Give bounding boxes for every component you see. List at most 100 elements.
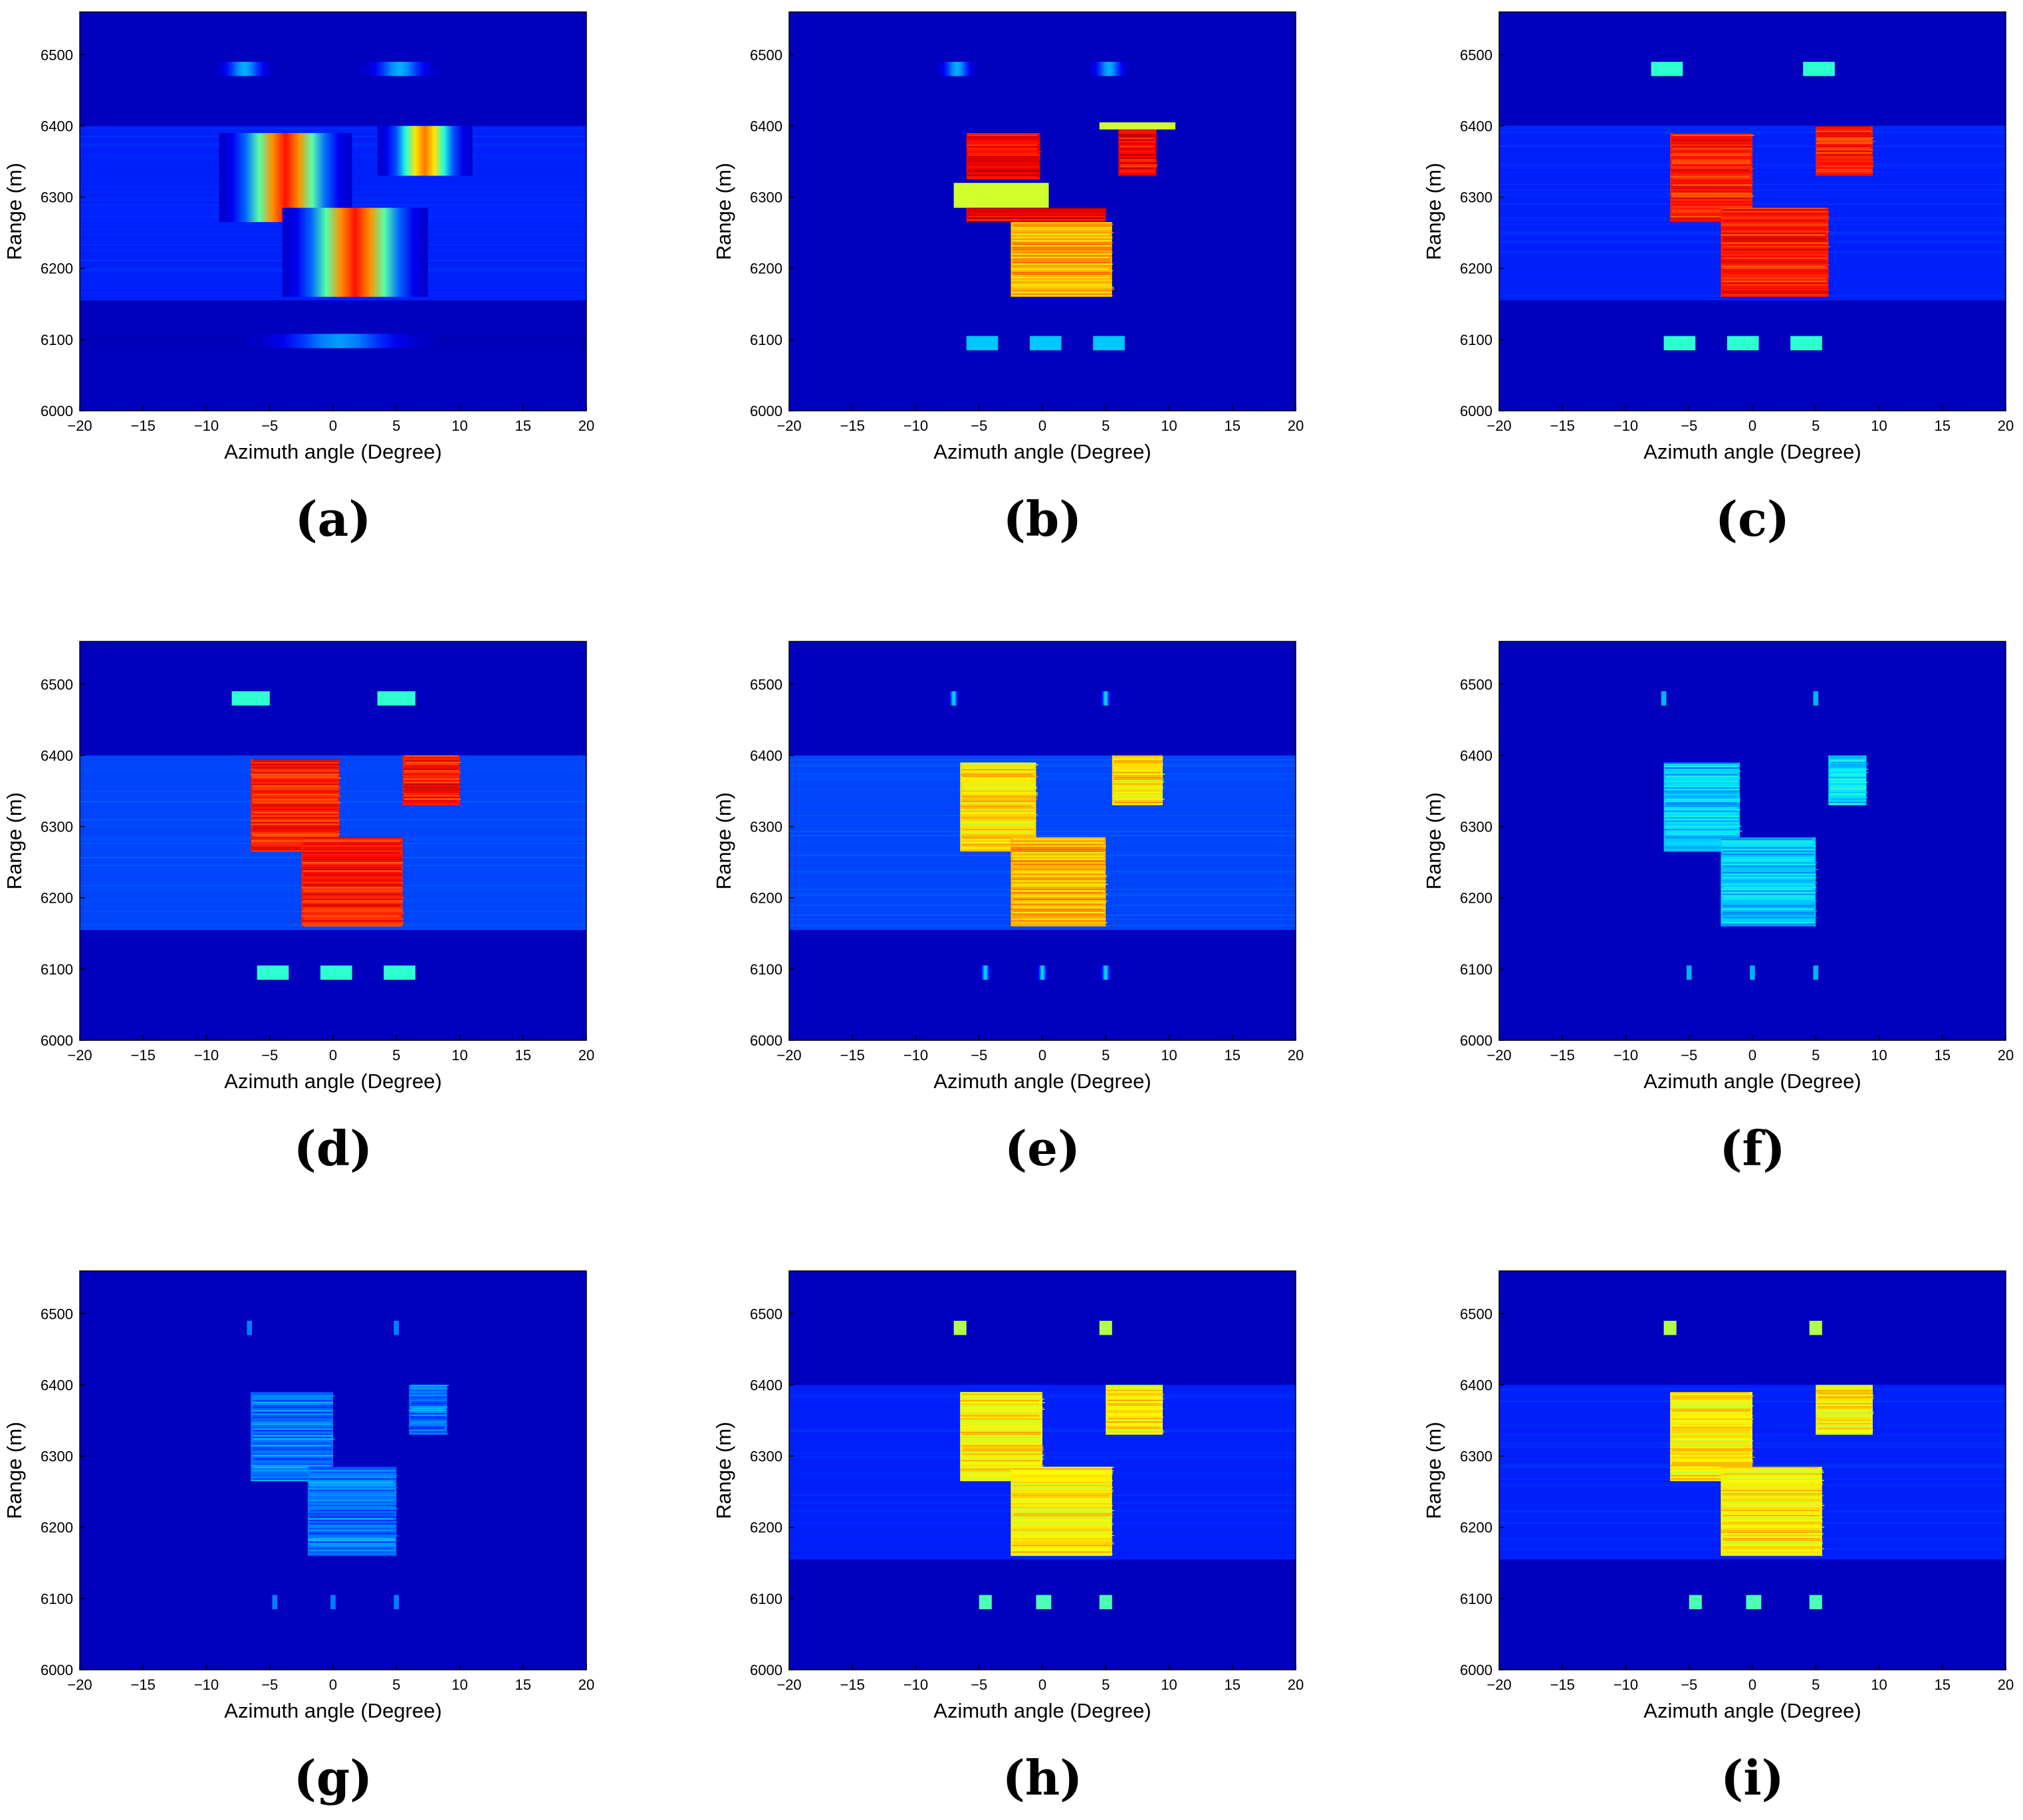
x-tick-label: 0	[1038, 417, 1046, 434]
y-tick-label: 6500	[41, 676, 73, 693]
y-axis-label: Range (m)	[1422, 792, 1445, 889]
target-block-1	[1112, 755, 1165, 806]
x-tick-label: −10	[1613, 1676, 1638, 1693]
target-block-2	[1721, 1466, 1825, 1556]
x-tick-label: 0	[1038, 1047, 1046, 1064]
target-block-5	[257, 965, 289, 980]
y-tick-label: 6100	[41, 1591, 73, 1607]
y-tick-label: 6300	[750, 189, 782, 206]
x-tick-label: −15	[131, 1676, 156, 1693]
x-tick-label: −5	[1681, 1676, 1697, 1693]
target-block-1	[1106, 1385, 1165, 1435]
target-block-0	[960, 762, 1038, 852]
x-tick-label: −20	[1487, 1047, 1511, 1064]
y-tick-label: 6200	[41, 1520, 73, 1536]
x-tick-label: −15	[840, 1047, 865, 1064]
y-tick-label: 6300	[1460, 819, 1492, 836]
target-block-4	[1099, 1321, 1112, 1335]
x-axis-label: Azimuth angle (Degree)	[933, 440, 1151, 463]
target-block-4	[377, 691, 416, 706]
y-tick-label: 6300	[41, 1448, 73, 1465]
x-tick-label: −15	[1550, 1676, 1575, 1693]
y-tick-label: 6100	[41, 332, 73, 348]
y-tick-label: 6200	[41, 890, 73, 907]
x-tick-label: −20	[67, 1047, 92, 1064]
target-block-4	[358, 62, 441, 76]
y-tick-label: 6000	[750, 403, 782, 419]
y-tick-label: 6000	[1460, 1032, 1492, 1049]
x-tick-label: −5	[1681, 1047, 1697, 1064]
y-tick-label: 6000	[750, 1032, 782, 1049]
x-tick-label: 10	[451, 1047, 467, 1064]
y-tick-label: 6100	[750, 1591, 782, 1607]
y-axis-label: Range (m)	[712, 1422, 735, 1519]
x-tick-label: 10	[451, 417, 467, 434]
target-block-0	[1663, 762, 1742, 852]
x-tick-label: 20	[1998, 417, 2014, 434]
target-block-5	[1663, 336, 1696, 350]
x-tick-label: 0	[1748, 1676, 1756, 1693]
y-tick-label: 6200	[1460, 1520, 1492, 1536]
target-block-2	[301, 837, 406, 927]
x-tick-label: −10	[903, 417, 928, 434]
target-block-6	[935, 62, 979, 76]
x-tick-label: 10	[1161, 1047, 1177, 1064]
y-axis-label: Range (m)	[3, 792, 26, 889]
x-tick-label: 15	[1225, 1676, 1241, 1693]
panel-label: (c)	[1715, 491, 1790, 547]
x-tick-label: −15	[1550, 1047, 1575, 1064]
x-tick-label: 15	[1935, 1676, 1951, 1693]
y-tick-label: 6100	[750, 961, 782, 978]
target-block-4	[1803, 62, 1835, 76]
x-tick-label: −10	[194, 417, 219, 434]
y-tick-label: 6400	[41, 1377, 73, 1393]
panel-label: (d)	[293, 1120, 373, 1177]
target-block-6	[1036, 1595, 1052, 1609]
x-tick-label: 20	[578, 417, 594, 434]
y-tick-label: 6000	[41, 403, 73, 419]
target-block-0	[966, 133, 1042, 179]
x-tick-label: −15	[840, 1676, 865, 1693]
y-tick-label: 6400	[41, 118, 73, 134]
y-axis-label: Range (m)	[712, 792, 735, 889]
y-tick-label: 6500	[1460, 47, 1492, 63]
x-tick-label: 15	[515, 1047, 531, 1064]
target-block-3	[213, 62, 277, 76]
x-tick-label: 0	[329, 1676, 337, 1693]
target-block-3	[1011, 222, 1115, 297]
x-tick-label: −5	[1681, 417, 1697, 434]
y-tick-label: 6000	[1460, 403, 1492, 419]
target-block-3	[1661, 691, 1667, 706]
y-tick-label: 6300	[1460, 1448, 1492, 1465]
y-tick-label: 6300	[750, 819, 782, 836]
target-block-1	[1828, 755, 1869, 806]
y-tick-label: 6300	[750, 1448, 782, 1465]
target-block-5	[979, 1595, 992, 1609]
x-tick-label: −20	[1487, 1676, 1511, 1693]
y-tick-label: 6300	[1460, 189, 1492, 206]
x-tick-label: −20	[1487, 417, 1511, 434]
y-tick-label: 6500	[750, 47, 782, 63]
target-block-2	[1011, 837, 1108, 927]
x-tick-label: 10	[1871, 417, 1887, 434]
x-axis-label: Azimuth angle (Degree)	[1643, 440, 1861, 463]
x-axis-label: Azimuth angle (Degree)	[933, 1699, 1151, 1722]
x-tick-label: 0	[1748, 1047, 1756, 1064]
panel-label: (h)	[1002, 1750, 1083, 1806]
target-block-3	[953, 1321, 967, 1335]
x-axis-label: Azimuth angle (Degree)	[224, 1070, 441, 1093]
x-tick-label: −10	[1613, 1047, 1638, 1064]
target-block-2	[282, 207, 428, 297]
x-tick-label: −10	[903, 1047, 928, 1064]
target-block-5	[272, 1595, 278, 1609]
y-tick-label: 6400	[1460, 118, 1492, 134]
y-tick-label: 6300	[41, 819, 73, 836]
y-tick-label: 6100	[41, 961, 73, 978]
target-block-6	[320, 965, 352, 980]
x-tick-label: −20	[67, 417, 92, 434]
